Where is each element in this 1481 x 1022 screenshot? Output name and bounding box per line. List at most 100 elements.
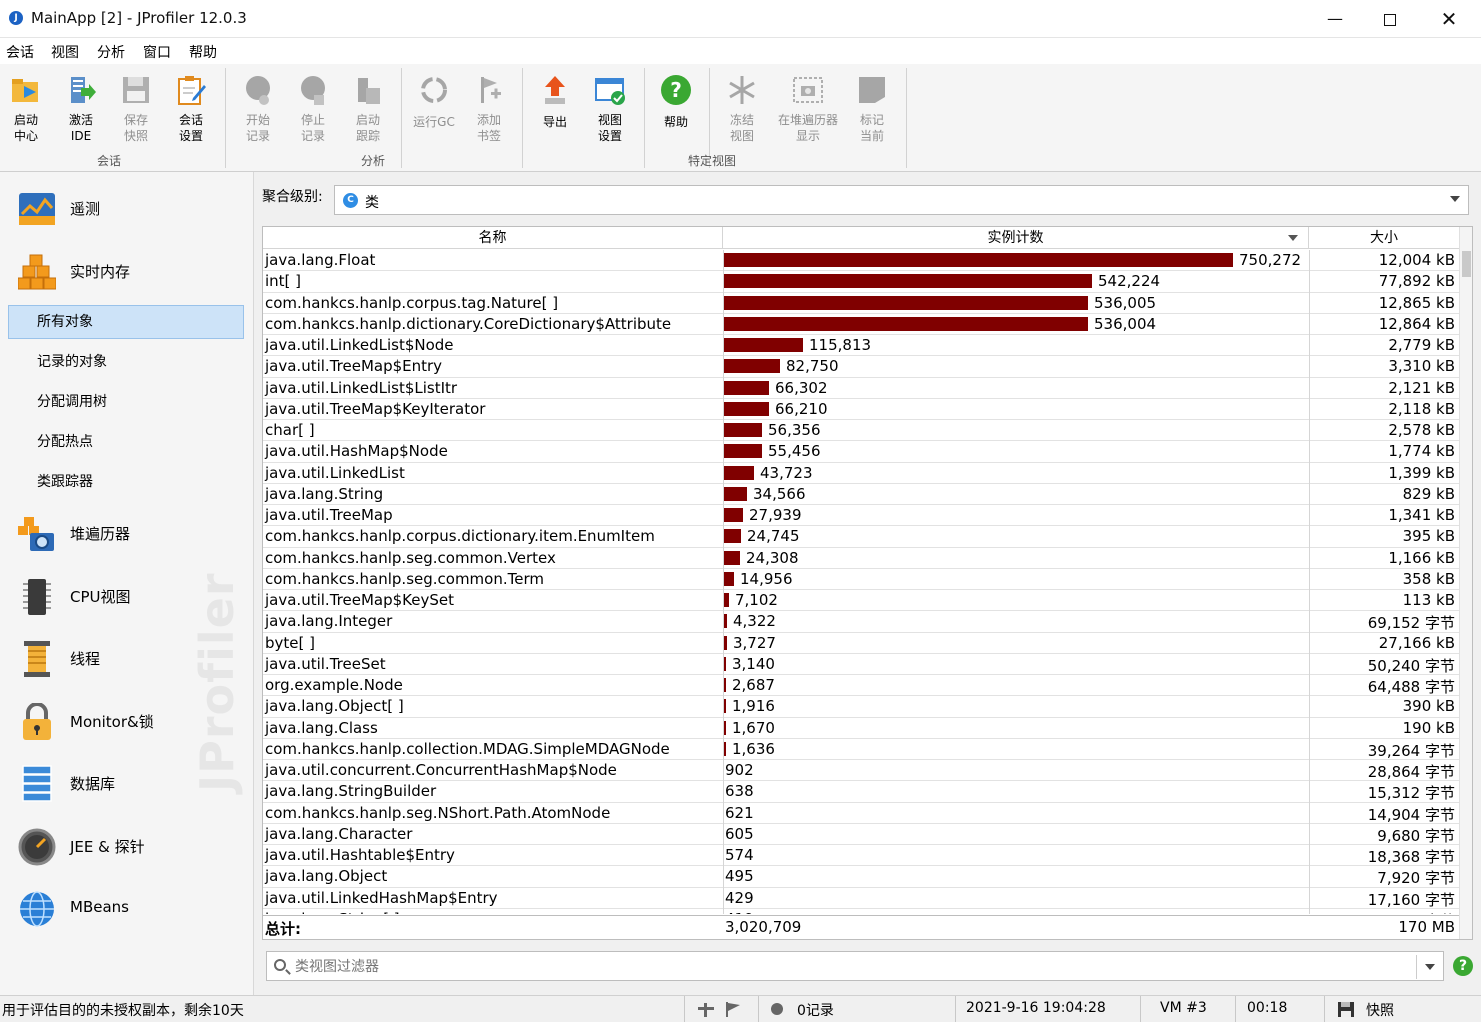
table-row[interactable]: com.hankcs.hanlp.collection.MDAG.SimpleM…: [263, 739, 1459, 760]
status-divider: [684, 996, 685, 1022]
sidebar-subitem-allocation-call-tree[interactable]: 分配调用树: [37, 394, 107, 410]
sidebar-subitem-allocation-hot-spots[interactable]: 分配热点: [37, 434, 93, 450]
total-row: 总计: 3,020,709 170 MB: [263, 915, 1459, 939]
run-gc-button[interactable]: 运行GC: [407, 70, 461, 130]
table-row[interactable]: com.hankcs.hanlp.seg.common.Term 14,956 35…: [263, 569, 1459, 590]
size-cell: 17,160 字节: [1367, 890, 1455, 909]
table-row[interactable]: char[ ] 56,356 2,578 kB: [263, 420, 1459, 442]
table-row[interactable]: java.util.concurrent.ConcurrentHashMap$N…: [263, 760, 1459, 782]
table-row[interactable]: org.example.Node 2,687 64,488 字节: [263, 675, 1459, 697]
table-row[interactable]: java.util.TreeMap 27,939 1,341 kB: [263, 505, 1459, 527]
filter-help-icon[interactable]: ?: [1453, 956, 1473, 976]
database-stack-icon: [18, 765, 56, 803]
table-row[interactable]: java.lang.StringBuilder 638 15,312 字节: [263, 781, 1459, 803]
chevron-down-icon[interactable]: [1450, 196, 1460, 202]
table-row[interactable]: java.util.TreeMap$KeyIterator 66,210 2,118…: [263, 399, 1459, 420]
sidebar-subitem-all-objects[interactable]: 所有对象: [8, 305, 244, 339]
table-row[interactable]: java.util.Hashtable$Entry 574 18,368 字节: [263, 845, 1459, 867]
sidebar-item-telemetry[interactable]: 遥测: [14, 184, 250, 232]
menu-view[interactable]: 视图: [51, 45, 79, 61]
mark-current-button[interactable]: 标记 当前: [847, 70, 897, 144]
table-row[interactable]: java.lang.Character 605 9,680 字节: [263, 824, 1459, 845]
flag-icon[interactable]: [724, 1001, 742, 1021]
table-row[interactable]: java.util.TreeMap$Entry 82,750 3,310 kB: [263, 356, 1459, 378]
save-snapshot-label-2: 快照: [123, 129, 148, 143]
pin-icon[interactable]: [697, 1001, 715, 1021]
class-name-cell: char[ ]: [265, 421, 315, 439]
table-row[interactable]: com.hankcs.hanlp.corpus.tag.Nature[ ] 536…: [263, 293, 1459, 314]
table-row[interactable]: java.util.TreeMap$KeySet 7,102 113 kB: [263, 590, 1459, 612]
start-recording-button[interactable]: 开始 记录: [233, 70, 283, 144]
freeze-view-label-2: 视图: [729, 129, 754, 143]
group-label-session: 会话: [97, 154, 122, 168]
start-center-button[interactable]: 启动 中心: [1, 70, 51, 144]
menu-analyze[interactable]: 分析: [97, 45, 125, 61]
table-row[interactable]: java.util.LinkedList 43,723 1,399 kB: [263, 463, 1459, 484]
maximize-button[interactable]: [1361, 0, 1419, 38]
sidebar-item-live-memory[interactable]: 实时内存: [14, 247, 250, 295]
table-row[interactable]: java.lang.Object[ ] 1,916 390 kB: [263, 696, 1459, 718]
class-name-cell: com.hankcs.hanlp.corpus.tag.Nature[ ]: [265, 293, 559, 312]
table-vertical-scrollbar[interactable]: [1459, 227, 1472, 939]
table-row[interactable]: int[ ] 542,224 77,892 kB: [263, 271, 1459, 293]
table-row[interactable]: com.hankcs.hanlp.corpus.dictionary.item.…: [263, 526, 1459, 548]
sidebar-item-heap-walker[interactable]: 堆遍历器: [14, 509, 250, 557]
view-settings-button[interactable]: 视图 设置: [585, 70, 635, 144]
table-row[interactable]: java.lang.String 34,566 829 kB: [263, 484, 1459, 505]
scrollbar-thumb[interactable]: [1462, 251, 1471, 277]
table-row[interactable]: java.lang.Object 495 7,920 字节: [263, 866, 1459, 888]
class-name-cell: com.hankcs.hanlp.seg.common.Vertex: [265, 548, 556, 567]
sidebar-item-threads[interactable]: 线程: [14, 634, 250, 682]
table-row[interactable]: java.lang.Integer 4,322 69,152 字节: [263, 611, 1459, 633]
start-tracking-button[interactable]: 启动 跟踪: [343, 70, 393, 144]
column-header-size[interactable]: 大小: [1370, 230, 1398, 246]
activate-ide-button[interactable]: 激活 IDE: [56, 70, 106, 144]
minimize-button[interactable]: —: [1327, 9, 1343, 28]
heap-walker-icon: [18, 515, 56, 553]
show-in-heap-walker-button[interactable]: 在堆遍历器 显示: [774, 70, 842, 144]
class-name-cell: com.hankcs.hanlp.dictionary.CoreDictiona…: [265, 314, 672, 333]
sidebar-subitem-recorded-objects[interactable]: 记录的对象: [37, 354, 107, 370]
session-settings-button[interactable]: 会话 设置: [166, 70, 216, 144]
sidebar-item-cpu-views[interactable]: CPU视图: [14, 572, 250, 620]
table-row[interactable]: com.hankcs.hanlp.seg.NShort.Path.AtomNod…: [263, 803, 1459, 824]
table-row[interactable]: byte[ ] 3,727 27,166 kB: [263, 633, 1459, 654]
instance-count-bar: [724, 678, 726, 692]
column-header-name[interactable]: 名称: [263, 227, 723, 249]
jprofiler-app-icon: J: [9, 11, 23, 25]
freeze-view-button[interactable]: 冻结 视图: [717, 70, 767, 144]
chevron-down-icon[interactable]: [1425, 964, 1435, 970]
menu-session[interactable]: 会话: [6, 45, 34, 61]
sort-descending-icon: [1288, 235, 1298, 241]
table-row[interactable]: java.util.LinkedList$Node 115,813 2,779 kB: [263, 335, 1459, 357]
table-row[interactable]: java.lang.String[ ] 419 17,752 字节: [263, 909, 1459, 914]
table-row[interactable]: java.util.LinkedList$ListItr 66,302 2,121 …: [263, 378, 1459, 399]
help-button[interactable]: ? 帮助: [651, 70, 701, 130]
save-snapshot-button[interactable]: 保存 快照: [111, 70, 161, 144]
sidebar-item-mbeans[interactable]: MBeans: [14, 884, 250, 932]
sidebar-item-monitors-locks[interactable]: Monitor&锁: [14, 697, 250, 745]
size-cell: 358 kB: [1402, 569, 1455, 588]
sidebar-item-jee-probes[interactable]: JEE & 探针: [14, 822, 250, 870]
stop-recording-button[interactable]: 停止 记录: [288, 70, 338, 144]
table-row[interactable]: java.lang.Float 750,272 12,004 kB: [263, 250, 1459, 272]
export-button[interactable]: 导出: [530, 70, 580, 130]
menu-help[interactable]: 帮助: [189, 45, 217, 61]
class-name-cell: org.example.Node: [265, 676, 403, 694]
sidebar-subitem-class-tracker[interactable]: 类跟踪器: [37, 474, 93, 490]
close-button[interactable]: ✕: [1440, 7, 1458, 31]
table-row[interactable]: com.hankcs.hanlp.dictionary.CoreDictiona…: [263, 314, 1459, 335]
menu-window[interactable]: 窗口: [143, 45, 171, 61]
aggregation-level-select[interactable]: C 类: [334, 185, 1469, 215]
start-tracking-label-1: 启动: [355, 113, 380, 127]
class-filter-input[interactable]: [295, 957, 1405, 977]
table-row[interactable]: java.util.TreeSet 3,140 50,240 字节: [263, 654, 1459, 675]
sidebar-item-databases[interactable]: 数据库: [14, 759, 250, 807]
table-row[interactable]: java.util.HashMap$Node 55,456 1,774 kB: [263, 441, 1459, 463]
table-row[interactable]: java.lang.Class 1,670 190 kB: [263, 718, 1459, 739]
column-header-instance-count[interactable]: 实例计数: [723, 227, 1309, 249]
table-row[interactable]: java.util.LinkedHashMap$Entry 429 17,160 字…: [263, 888, 1459, 909]
add-bookmark-button[interactable]: 添加 书签: [464, 70, 514, 144]
table-row[interactable]: com.hankcs.hanlp.seg.common.Vertex 24,308…: [263, 548, 1459, 569]
class-name-cell: java.util.TreeMap$KeyIterator: [265, 399, 486, 418]
